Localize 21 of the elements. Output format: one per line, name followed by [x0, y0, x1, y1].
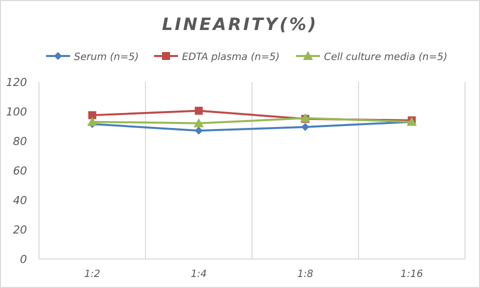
x-tick-label: 1:16: [400, 269, 423, 280]
point: [87, 116, 98, 126]
y-tick-label: 100: [6, 106, 27, 118]
point: [88, 111, 96, 120]
x-tick-label: 1:2: [84, 269, 100, 280]
y-tick-label: 20: [13, 224, 27, 236]
x-tick-label: 1:8: [297, 269, 314, 280]
point: [194, 126, 203, 135]
chart-title: LINEARITY(%): [162, 15, 318, 35]
y-tick-label: 0: [20, 253, 27, 266]
point: [194, 106, 203, 115]
point: [194, 118, 204, 128]
legend-label: Serum (n=5): [74, 52, 139, 63]
legend-label: EDTA plasma (n=5): [182, 52, 280, 63]
point: [301, 122, 310, 131]
y-tick-label: 80: [13, 135, 27, 148]
y-tick-label: 120: [6, 76, 27, 89]
y-tick-label: 60: [13, 164, 27, 178]
legend-label: Cell culture media (n=5): [324, 52, 448, 63]
x-tick-label: 1:4: [190, 269, 207, 280]
y-tick-label: 40: [13, 194, 27, 207]
